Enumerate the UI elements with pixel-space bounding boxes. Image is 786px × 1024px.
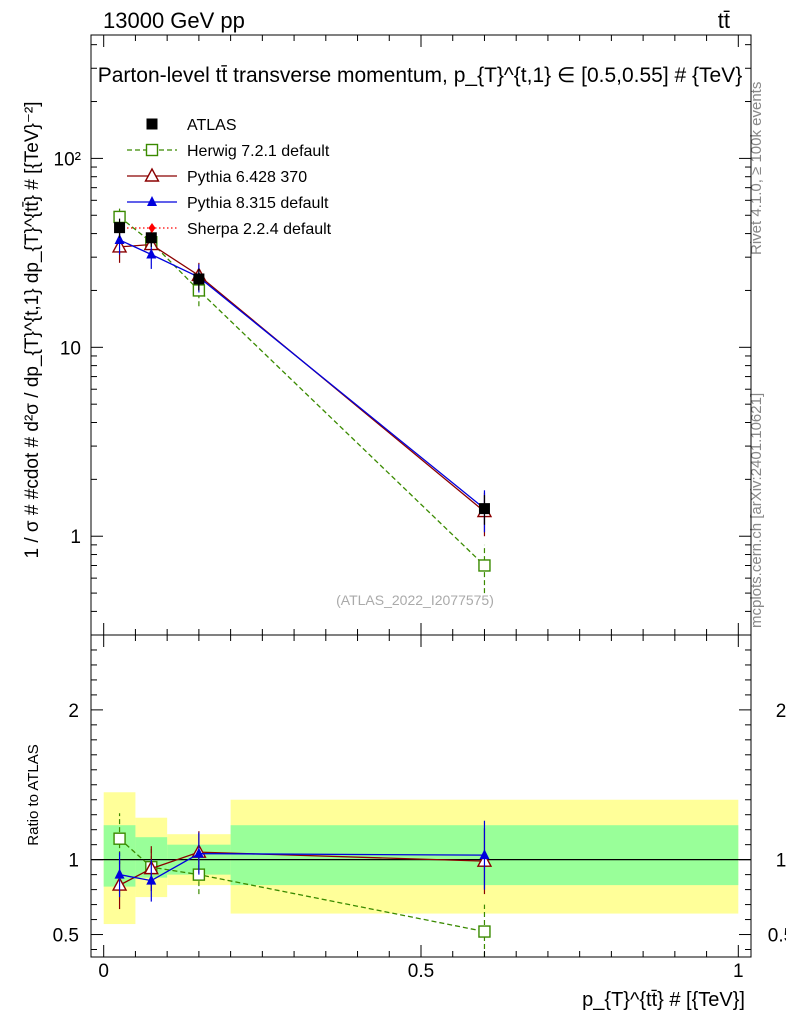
ratio-line-herwig-7-2-1-default [119,838,485,933]
ratio-point-pythia-8-315-default [479,849,490,860]
series-line-pythia-8-315-default [119,239,485,510]
series-line-pythia-6-428-370 [119,243,485,513]
ratio-point-pythia-8-315-default [146,874,157,885]
y-tick-label-main: 10 [60,338,81,359]
point-atlas [193,273,205,285]
y-tick-label-ratio: 1 [68,851,79,872]
rivet-label: Rivet 4.1.0, ≥ 100k events [748,82,765,255]
y-tick-label-ratio-right: 0.5 [768,926,786,947]
legend-marker-atlas [146,118,158,130]
point-atlas [145,232,157,244]
ratio-plot-panel: 0 0.5 1 0.5 0.5 1 1 2 2 Ratio to ATLAS [25,634,786,982]
legend-marker-pythia-8-315-default [147,196,157,206]
point-pythia-8-315-default [114,233,125,244]
y-tick-label-ratio-right: 2 [776,701,786,722]
y-axis-label-ratio: Ratio to ATLAS [25,744,42,845]
y-tick-label-ratio-right: 1 [776,851,786,872]
ratio-point-pythia-8-315-default [114,868,125,879]
mcplots-label: mcplots.cern.ch [arXiv:2401.10621] [748,393,765,628]
ratio-point-pythia-8-315-default [193,847,204,858]
legend-label-atlas: ATLAS [187,117,237,134]
chart-title: Parton-level tt̄ transverse momentum, p_… [98,64,743,87]
process-label: tt̄ [718,8,730,33]
energy-label: 13000 GeV pp [103,8,245,33]
legend: ATLAS Herwig 7.2.1 default Pythia 6.428 37… [127,117,332,238]
x-tick-label: 0.5 [408,961,434,982]
ratio-line-pythia-6-428-370 [119,851,485,886]
x-tick-label: 0 [98,961,109,982]
analysis-watermark: (ATLAS_2022_I2077575) [336,592,494,608]
legend-label-pythia-6-428-370: Pythia 6.428 370 [187,169,307,186]
legend-marker-pythia-6-428-370 [144,167,160,182]
ratio-point-herwig-7-2-1-default [113,832,126,845]
y-tick-label-ratio: 0.5 [53,926,79,947]
legend-label-pythia-8-315-default: Pythia 8.315 default [187,195,329,212]
x-tick-label: 1 [733,961,744,982]
y-tick-label-main: 1 [70,527,81,548]
y-axis-label-main: 1 / σ # #cdot # d²σ / dp_{T}^{t,1} dp_{T… [22,102,43,559]
y-tick-label-main: 10² [54,149,81,170]
series-line-herwig-7-2-1-default [119,216,485,566]
legend-label-herwig-7-2-1-default: Herwig 7.2.1 default [187,143,330,160]
point-herwig-7-2-1-default [478,559,491,572]
legend-marker-sherpa-2-2-4-default [148,223,156,233]
x-axis-label: p_{T}^{tt̄} # [{TeV}] [582,989,745,1011]
main-plot-panel: 1 10 10² Parton-level tt̄ transverse momen… [22,34,752,636]
point-atlas [114,222,126,234]
legend-marker-herwig-7-2-1-default [145,143,159,157]
ratio-line-pythia-8-315-default [119,853,485,882]
point-atlas [478,503,490,515]
y-tick-label-ratio: 2 [68,701,79,722]
ratio-point-herwig-7-2-1-default [478,925,491,938]
point-pythia-8-315-default [146,248,157,259]
legend-label-sherpa-2-2-4-default: Sherpa 2.2.4 default [187,221,332,238]
